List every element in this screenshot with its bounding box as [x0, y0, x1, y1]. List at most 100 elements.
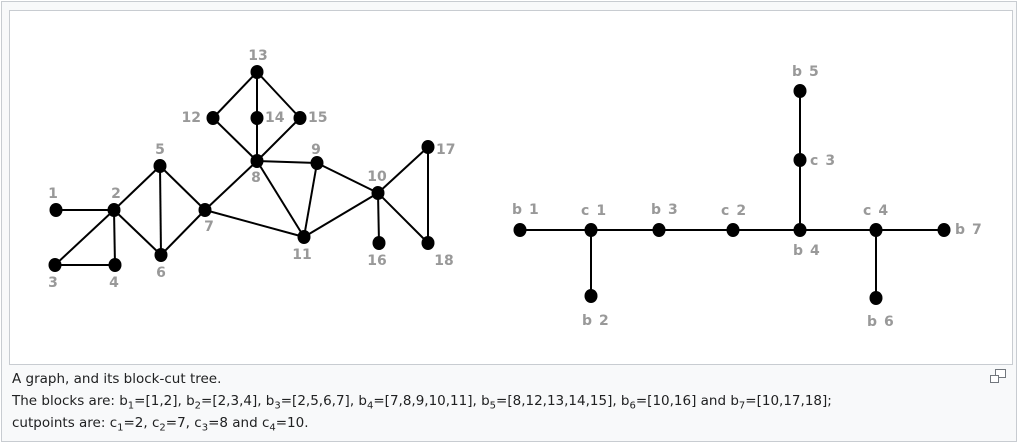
graph-edge-9-11	[303, 162, 318, 238]
graph-node-4	[108, 258, 122, 272]
caption-text: =[10,17,18];	[745, 393, 832, 409]
graph-edge-10-11	[303, 192, 379, 238]
caption-text: The blocks are: b	[12, 393, 128, 409]
tree-node-number: 3	[825, 153, 835, 169]
caption-text: =[7,8,9,10,11], b	[373, 393, 490, 409]
caption-subscript: 4	[366, 400, 374, 412]
graph-edge-5-7	[159, 165, 206, 211]
tree-node-b6	[869, 291, 883, 305]
caption-subscript: 6	[629, 400, 636, 412]
tree-node-number: 2	[599, 313, 609, 329]
graph-node-label-3: 3	[48, 275, 58, 291]
graph-edge-10-18	[377, 192, 429, 244]
graph-edge-5-6	[159, 165, 162, 256]
graph-node-3	[48, 258, 62, 272]
graph-edge-8-12	[212, 117, 258, 162]
caption-subscript: 2	[194, 400, 202, 412]
caption-subscript: 4	[269, 422, 276, 434]
tree-node-b7	[937, 223, 951, 237]
tree-node-prefix: b	[792, 64, 802, 80]
caption-text: =[2,5,6,7], b	[280, 393, 367, 409]
tree-node-b2	[584, 289, 598, 303]
graph-node-label-12: 12	[182, 110, 201, 126]
tree-node-prefix: b	[793, 243, 803, 259]
graph-node-11	[297, 230, 311, 244]
graph-node-label-8: 8	[251, 170, 261, 186]
caption-text: =7, c	[165, 415, 202, 431]
tree-node-prefix: b	[867, 314, 877, 330]
graph-node-17	[421, 140, 435, 154]
graph-edge-2-6	[113, 209, 162, 256]
caption-subscript: 7	[738, 400, 746, 412]
graph-edge-10-17	[377, 146, 429, 194]
graph-node-label-16: 16	[367, 253, 386, 269]
caption-text: =8 and c	[208, 415, 270, 431]
caption-subscript: 2	[159, 422, 166, 434]
graph-node-7	[198, 203, 212, 217]
graph-node-label-7: 7	[204, 219, 214, 235]
tree-node-c2	[726, 223, 740, 237]
graph-node-label-13: 13	[248, 48, 267, 64]
graph-edge-8-11	[256, 160, 305, 238]
tree-node-number: 5	[809, 64, 819, 80]
caption-line-1: A graph, and its block-cut tree.	[12, 371, 222, 387]
graph-edge-10-16	[377, 192, 380, 244]
graph-node-label-6: 6	[156, 265, 166, 281]
graph-node-label-14: 14	[265, 110, 285, 126]
caption-text: =[8,12,13,14,15], b	[496, 393, 630, 409]
graph-node-18	[421, 236, 435, 250]
caption-subscript: 3	[274, 400, 281, 412]
graph-node-label-1: 1	[48, 186, 58, 202]
tree-node-b5	[793, 84, 807, 98]
tree-node-prefix: c	[721, 203, 729, 219]
caption-subscript: 1	[117, 422, 124, 434]
caption-text: cutpoints are: c	[12, 415, 118, 431]
graph-edge-7-11	[204, 209, 305, 238]
caption-text: =[2,3,4], b	[201, 393, 275, 409]
tree-node-c1	[584, 223, 598, 237]
graph-edge-2-3	[54, 209, 115, 266]
graph-node-label-9: 9	[311, 142, 321, 158]
graph-edge-12-13	[212, 71, 258, 119]
figure-caption: A graph, and its block-cut tree. The blo…	[12, 368, 972, 434]
tree-node-b1	[513, 223, 527, 237]
tree-node-number: 1	[529, 202, 539, 218]
graph-node-5	[153, 159, 167, 173]
tree-node-number: 3	[668, 202, 678, 218]
caption-text: =[10,16] and b	[635, 393, 739, 409]
tree-node-number: 1	[596, 203, 606, 219]
graph-node-label-11: 11	[292, 247, 311, 263]
tree-node-prefix: b	[512, 202, 522, 218]
enlarge-icon[interactable]	[990, 368, 1006, 383]
graph-edge-13-15	[256, 71, 301, 119]
caption-subscript: 3	[201, 422, 209, 434]
tree-node-prefix: b	[955, 222, 965, 238]
graph-node-2	[107, 203, 121, 217]
tree-node-prefix: b	[582, 313, 592, 329]
tree-node-c4	[869, 223, 883, 237]
tree-node-prefix: c	[581, 203, 589, 219]
graph-node-label-10: 10	[367, 169, 387, 185]
tree-node-prefix: c	[863, 203, 871, 219]
tree-node-number: 4	[810, 243, 820, 259]
graph-node-8	[250, 154, 264, 168]
caption-subscript: 5	[489, 400, 497, 412]
graph-node-10	[371, 186, 385, 200]
caption-line-3: cutpoints are: c1=2, c2=7, c3=8 and c4=1…	[12, 412, 972, 434]
graph-edge-6-7	[160, 209, 206, 256]
graph-node-label-18: 18	[434, 253, 453, 269]
graph-node-1	[49, 203, 63, 217]
tree-node-number: 7	[972, 222, 982, 238]
figure-image: 1 2 3 4 5 6 7 8 9 10 11 12 13 14 15 16 17 18 b 1 c 1 b 2 b 3 c 2 b 4 c…	[9, 10, 1013, 365]
caption-text: =10.	[275, 415, 309, 431]
caption-line-2: The blocks are: b1=[1,2], b2=[2,3,4], b3…	[12, 390, 972, 412]
tree-node-number: 2	[736, 203, 746, 219]
